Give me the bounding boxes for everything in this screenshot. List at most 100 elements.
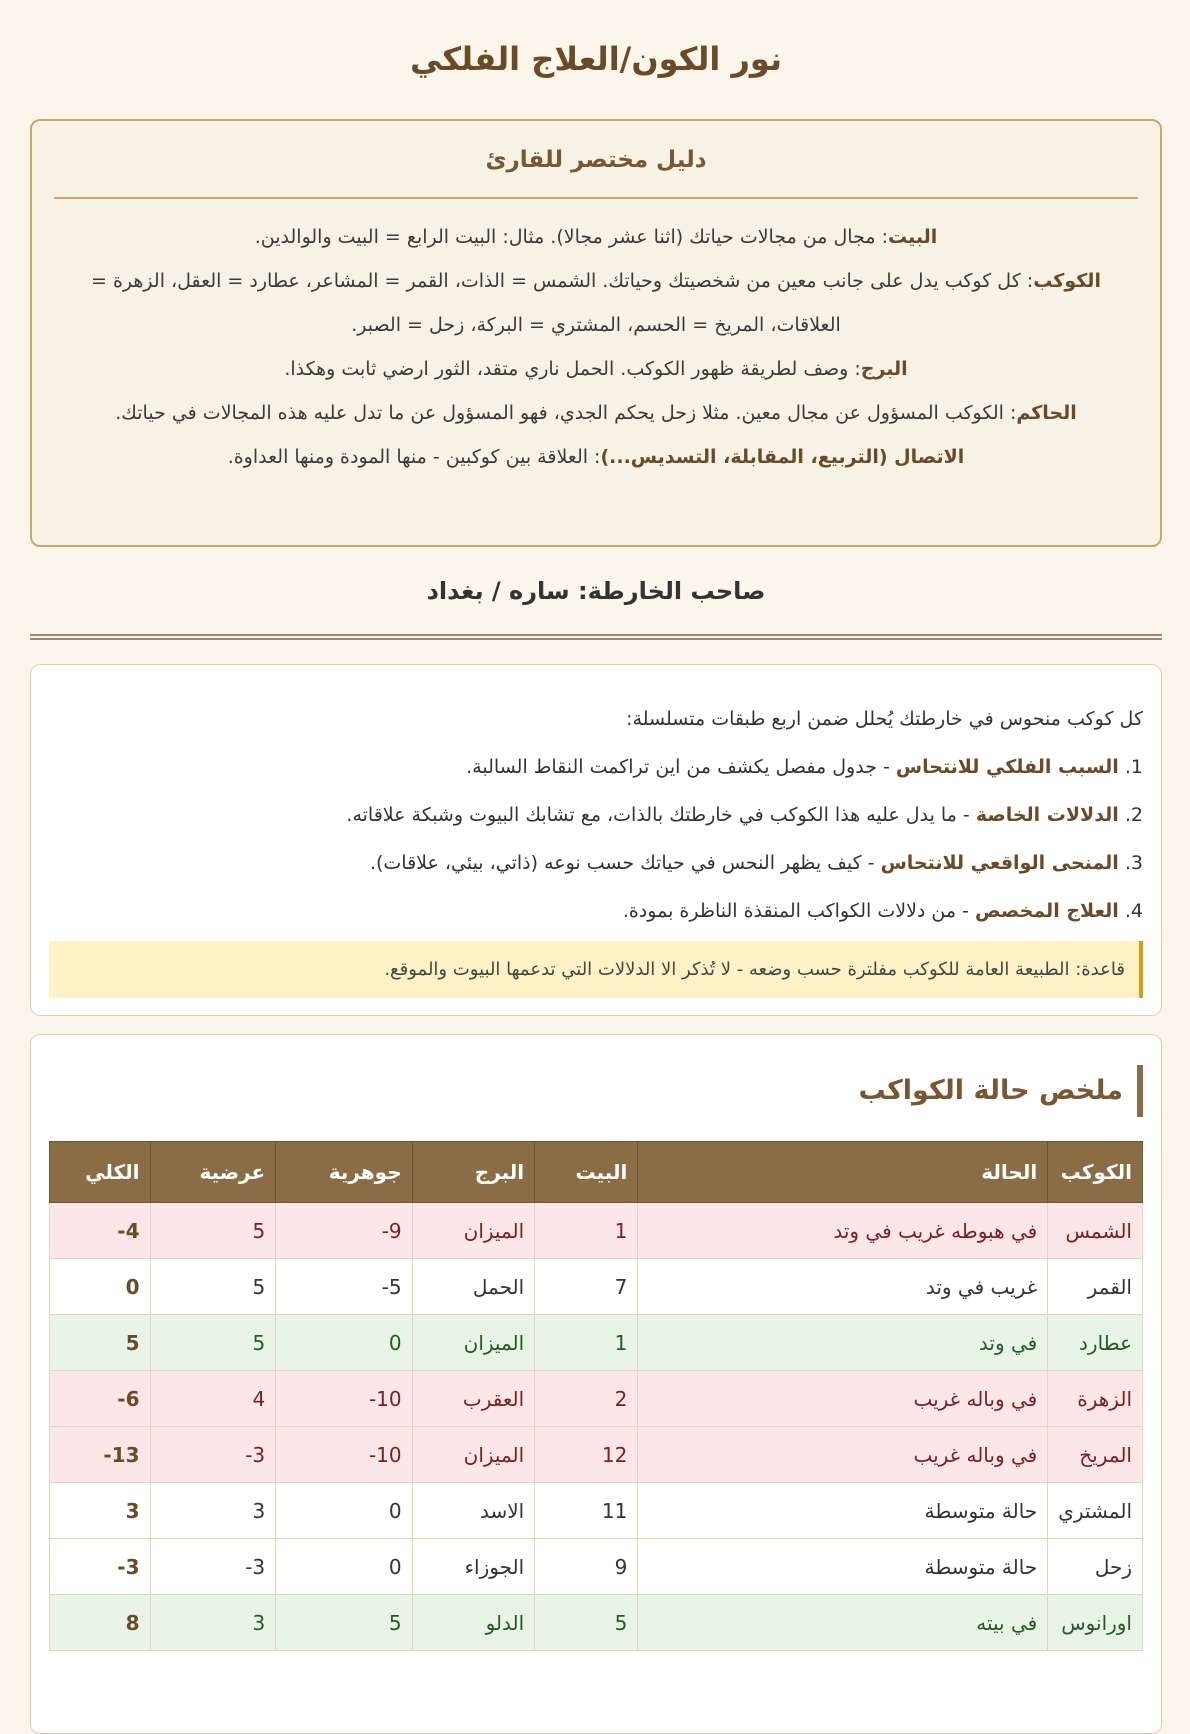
table-cell: الميزان: [411, 1426, 536, 1483]
table-cell: غريب في وتد: [637, 1258, 1049, 1315]
table-cell: -4: [49, 1202, 151, 1259]
reader-guide: دليل مختصر للقارئ البيت: مجال من مجالات …: [30, 119, 1162, 547]
column-header: الكوكب: [1047, 1141, 1143, 1203]
layer-term: الدلالات الخاصة: [975, 804, 1119, 826]
table-cell: 12: [534, 1426, 639, 1483]
table-cell: 3: [149, 1594, 277, 1651]
column-header: عرضية: [149, 1141, 277, 1203]
table-cell: 2: [534, 1370, 639, 1427]
planet-summary-table: الكوكب الحالة البيت البرج جوهرية عرضية الكلي ا…: [49, 1141, 1143, 1651]
table-cell: في وباله غريب: [637, 1426, 1049, 1483]
table-cell: 0: [49, 1258, 151, 1315]
guide-definition: : الكوكب المسؤول عن مجال معين. مثلا زحل …: [115, 402, 1017, 424]
layer-number: 1.: [1118, 756, 1143, 778]
table-row: المشتري حالة متوسطة 11 الاسد 0 3 3: [49, 1482, 1143, 1539]
table-cell: الميزان: [411, 1202, 536, 1259]
table-cell: -10: [275, 1426, 413, 1483]
table-cell: 3: [149, 1482, 277, 1539]
double-divider: [30, 634, 1162, 640]
layer-term: العلاج المخصص: [974, 900, 1119, 922]
table-cell: 9: [534, 1538, 639, 1595]
guide-definition: : العلاقة بين كوكبين - منها المودة ومنها…: [227, 446, 601, 468]
layer-item: 4. العلاج المخصص - من دلالات الكواكب الم…: [49, 887, 1143, 935]
guide-item: البيت: مجال من مجالات حياتك (اثنا عشر مج…: [54, 215, 1138, 259]
column-header: البرج: [411, 1141, 536, 1203]
table-cell: -10: [275, 1370, 413, 1427]
guide-definition: : كل كوكب يدل على جانب معين من شخصيتك وح…: [91, 270, 1034, 336]
table-cell: -3: [149, 1426, 277, 1483]
table-cell: حالة متوسطة: [637, 1482, 1049, 1539]
planet-summary-card: ملخص حالة الكواكب الكوكب الحالة البيت البرج…: [30, 1034, 1162, 1734]
column-header: الكلي: [49, 1141, 151, 1203]
table-row: الشمس في هبوطه غريب في وتد 1 الميزان -9 5 -4: [49, 1202, 1143, 1259]
table-cell: -5: [275, 1258, 413, 1315]
guide-item: الحاكم: الكوكب المسؤول عن مجال معين. مثل…: [54, 391, 1138, 435]
guide-term: البرج: [860, 358, 908, 380]
table-row: اورانوس في بيته 5 الدلو 5 3 8: [49, 1594, 1143, 1651]
table-row: عطارد في وتد 1 الميزان 0 5 5: [49, 1314, 1143, 1371]
layer-description: - ما يدل عليه هذا الكوكب في خارطتك بالذا…: [346, 804, 976, 826]
table-cell: في وباله غريب: [637, 1370, 1049, 1427]
layer-description: - جدول مفصل يكشف من اين تراكمت النقاط ال…: [466, 756, 896, 778]
guide-definition: : مجال من مجالات حياتك (اثنا عشر مجالا).…: [254, 226, 888, 248]
layer-description: - كيف يظهر النحس في حياتك حسب نوعه (ذاتي…: [369, 852, 881, 874]
table-cell: 5: [534, 1594, 639, 1651]
layer-item: 2. الدلالات الخاصة - ما يدل عليه هذا الك…: [49, 791, 1143, 839]
chart-owner: صاحب الخارطة: ساره / بغداد: [426, 577, 766, 605]
table-row: زحل حالة متوسطة 9 الجوزاء 0 -3 -3: [49, 1538, 1143, 1595]
table-cell: 0: [275, 1482, 413, 1539]
table-cell: المشتري: [1047, 1482, 1143, 1539]
table-cell: الاسد: [411, 1482, 536, 1539]
table-cell: عطارد: [1047, 1314, 1143, 1371]
guide-item: الكوكب: كل كوكب يدل على جانب معين من شخص…: [54, 259, 1138, 347]
table-cell: -6: [49, 1370, 151, 1427]
table-cell: في بيته: [637, 1594, 1049, 1651]
table-cell: 5: [49, 1314, 151, 1371]
table-cell: -9: [275, 1202, 413, 1259]
table-cell: في وتد: [637, 1314, 1049, 1371]
table-cell: 1: [534, 1314, 639, 1371]
column-header: جوهرية: [275, 1141, 413, 1203]
table-cell: في هبوطه غريب في وتد: [637, 1202, 1049, 1259]
guide-term: الحاكم: [1016, 402, 1077, 424]
table-cell: 8: [49, 1594, 151, 1651]
table-cell: المريخ: [1047, 1426, 1143, 1483]
layer-item: 1. السبب الفلكي للانتحاس - جدول مفصل يكش…: [49, 743, 1143, 791]
table-cell: حالة متوسطة: [637, 1538, 1049, 1595]
table-cell: 5: [149, 1258, 277, 1315]
guide-term: البيت: [887, 226, 938, 248]
guide-item: البرج: وصف لطريقة ظهور الكوكب. الحمل نار…: [54, 347, 1138, 391]
guide-term: الاتصال (التربيع، المقابلة، التسديس...): [600, 446, 965, 468]
page-title: نور الكون/العلاج الفلكي: [410, 40, 782, 78]
layer-item: 3. المنحى الواقعي للانتحاس - كيف يظهر ال…: [49, 839, 1143, 887]
layer-description: - من دلالات الكواكب المنقذة الناظرة بمود…: [622, 900, 975, 922]
table-row: المريخ في وباله غريب 12 الميزان -10 -3 -13: [49, 1426, 1143, 1483]
table-header-row: الكوكب الحالة البيت البرج جوهرية عرضية الكلي: [49, 1141, 1143, 1203]
summary-heading: ملخص حالة الكواكب: [49, 1065, 1143, 1117]
table-cell: 5: [149, 1202, 277, 1259]
table-cell: -13: [49, 1426, 151, 1483]
guide-item: الاتصال (التربيع، المقابلة، التسديس...):…: [54, 435, 1138, 479]
guide-definition: : وصف لطريقة ظهور الكوكب. الحمل ناري متق…: [284, 358, 861, 380]
table-cell: الدلو: [411, 1594, 536, 1651]
table-cell: 1: [534, 1202, 639, 1259]
table-cell: الشمس: [1047, 1202, 1143, 1259]
table-cell: الميزان: [411, 1314, 536, 1371]
table-cell: 7: [534, 1258, 639, 1315]
table-cell: 5: [149, 1314, 277, 1371]
table-cell: زحل: [1047, 1538, 1143, 1595]
table-cell: -3: [149, 1538, 277, 1595]
layer-number: 4.: [1118, 900, 1143, 922]
table-cell: الحمل: [411, 1258, 536, 1315]
table-cell: 3: [49, 1482, 151, 1539]
guide-heading: دليل مختصر للقارئ: [54, 121, 1138, 199]
table-cell: 4: [149, 1370, 277, 1427]
table-cell: العقرب: [411, 1370, 536, 1427]
layers-intro: كل كوكب منحوس في خارطتك يُحلل ضمن اربع ط…: [626, 708, 1143, 730]
rule-note: قاعدة: الطبيعة العامة للكوكب مفلترة حسب …: [49, 941, 1143, 998]
table-cell: 0: [275, 1538, 413, 1595]
table-cell: 5: [275, 1594, 413, 1651]
column-header: البيت: [534, 1141, 639, 1203]
table-cell: القمر: [1047, 1258, 1143, 1315]
table-cell: -3: [49, 1538, 151, 1595]
